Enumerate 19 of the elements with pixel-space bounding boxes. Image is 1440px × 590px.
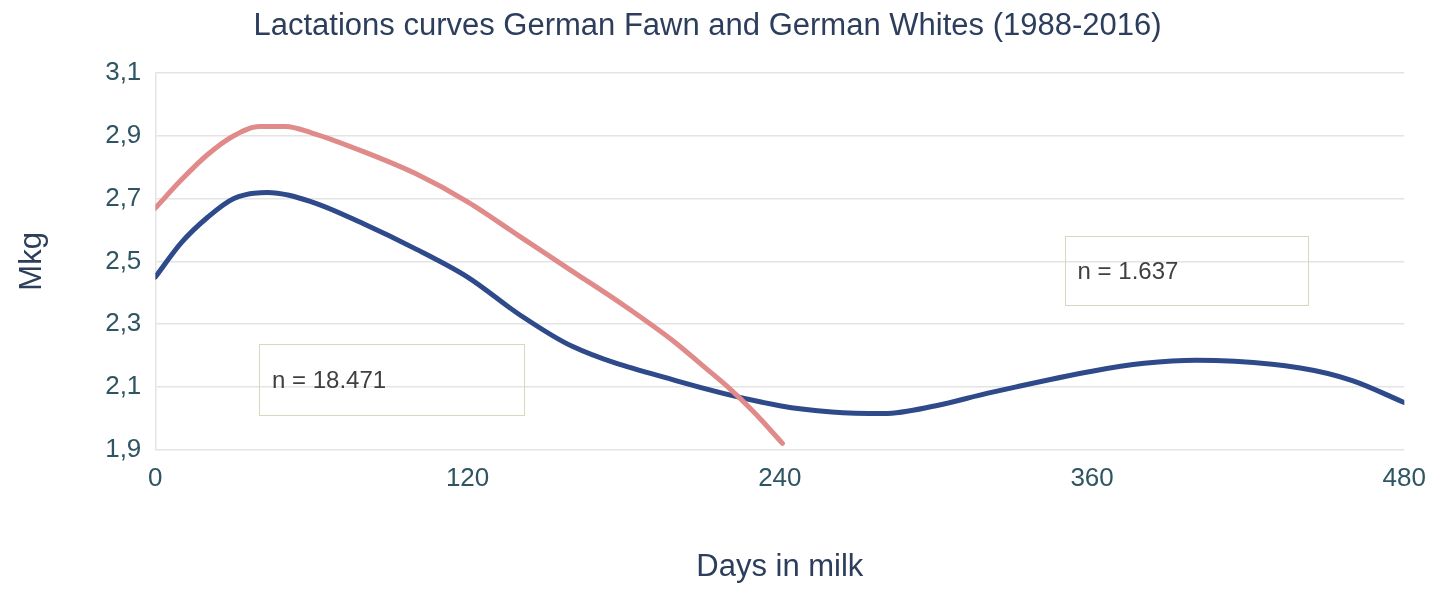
y-tick-label: 3,1 (105, 56, 142, 87)
y-tick-label: 2,7 (105, 181, 142, 212)
text-box: n = 1.637 (1064, 236, 1310, 306)
y-tick-label: 2,5 (105, 244, 142, 275)
annotation: n = 18.471 (272, 365, 387, 394)
x-axis-title: Days in milk (696, 547, 864, 583)
annotation: n = 1.637 (1077, 256, 1179, 285)
y-axis-title: Mkg (13, 232, 49, 291)
chart-title: Lactations curves German Fawn and German Whites (1988-2016) (253, 7, 1162, 43)
y-tick-label: 2,1 (105, 370, 142, 401)
y-tick-label: 2,9 (105, 119, 142, 150)
x-tick-label: 480 (1382, 462, 1427, 493)
x-tick-label: 360 (1070, 462, 1114, 493)
x-tick-label: 0 (148, 462, 163, 493)
x-tick-label: 120 (445, 462, 490, 493)
x-tick-label: 240 (758, 462, 802, 493)
text-box: n = 18.471 (259, 344, 525, 416)
y-tick-label: 2,3 (105, 307, 142, 338)
y-tick-label: 1,9 (105, 432, 142, 463)
